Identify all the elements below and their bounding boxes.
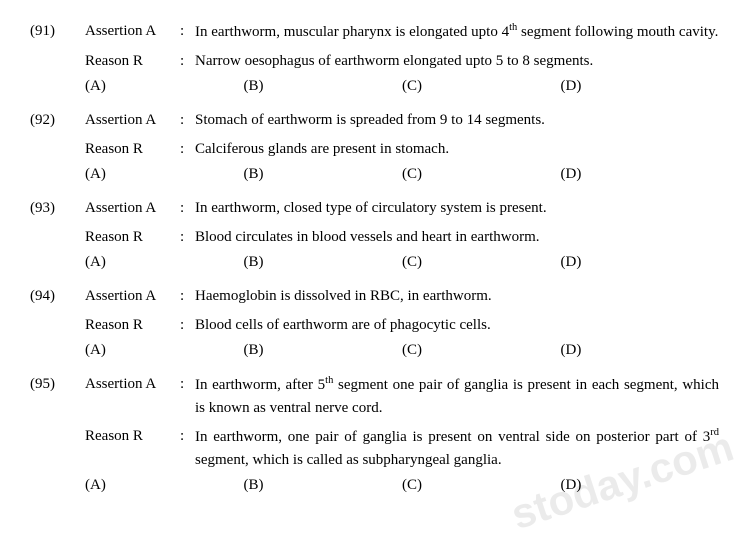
option[interactable]: (A): [85, 342, 244, 359]
question-number: (93): [30, 197, 85, 220]
reason-row: Reason R:Blood circulates in blood vesse…: [30, 226, 719, 249]
option[interactable]: (A): [85, 254, 244, 271]
option[interactable]: (D): [561, 254, 720, 271]
spacer: [30, 314, 85, 337]
reason-text: Calciferous glands are present in stomac…: [195, 138, 719, 161]
assertion-text: Stomach of earthworm is spreaded from 9 …: [195, 109, 719, 132]
option[interactable]: (B): [244, 342, 403, 359]
option[interactable]: (B): [244, 166, 403, 183]
reason-text: Narrow oesophagus of earthworm elongated…: [195, 50, 719, 73]
option[interactable]: (D): [561, 342, 720, 359]
reason-row: Reason R:In earthworm, one pair of gangl…: [30, 425, 719, 471]
spacer: [30, 226, 85, 249]
assertion-label: Assertion A: [85, 197, 180, 220]
assertion-row: (91)Assertion A:In earthworm, muscular p…: [30, 20, 719, 44]
option[interactable]: (C): [402, 477, 561, 494]
option[interactable]: (C): [402, 342, 561, 359]
reason-row: Reason R:Narrow oesophagus of earthworm …: [30, 50, 719, 73]
option[interactable]: (B): [244, 477, 403, 494]
option[interactable]: (A): [85, 78, 244, 95]
assertion-label: Assertion A: [85, 109, 180, 132]
options-row: (A)(B)(C)(D): [85, 477, 719, 494]
question-block: (95)Assertion A:In earthworm, after 5th …: [30, 373, 719, 494]
reason-label: Reason R: [85, 425, 180, 471]
option[interactable]: (D): [561, 477, 720, 494]
assertion-text: In earthworm, closed type of circulatory…: [195, 197, 719, 220]
reason-text: Blood cells of earthworm are of phagocyt…: [195, 314, 719, 337]
assertion-label: Assertion A: [85, 20, 180, 44]
question-number: (91): [30, 20, 85, 44]
question-block: (91)Assertion A:In earthworm, muscular p…: [30, 20, 719, 95]
reason-text: In earthworm, one pair of ganglia is pre…: [195, 425, 719, 471]
question-number: (92): [30, 109, 85, 132]
option[interactable]: (C): [402, 254, 561, 271]
colon: :: [180, 20, 195, 44]
colon: :: [180, 197, 195, 220]
option[interactable]: (C): [402, 166, 561, 183]
options-row: (A)(B)(C)(D): [85, 78, 719, 95]
assertion-row: (92)Assertion A:Stomach of earthworm is …: [30, 109, 719, 132]
reason-label: Reason R: [85, 138, 180, 161]
options-row: (A)(B)(C)(D): [85, 166, 719, 183]
option[interactable]: (A): [85, 166, 244, 183]
assertion-text: In earthworm, after 5th segment one pair…: [195, 373, 719, 419]
spacer: [30, 425, 85, 471]
questions-container: (91)Assertion A:In earthworm, muscular p…: [30, 20, 719, 494]
assertion-text: In earthworm, muscular pharynx is elonga…: [195, 20, 719, 44]
colon: :: [180, 109, 195, 132]
question-number: (94): [30, 285, 85, 308]
reason-row: Reason R:Calciferous glands are present …: [30, 138, 719, 161]
reason-label: Reason R: [85, 50, 180, 73]
option[interactable]: (A): [85, 477, 244, 494]
spacer: [30, 50, 85, 73]
reason-text: Blood circulates in blood vessels and he…: [195, 226, 719, 249]
colon: :: [180, 314, 195, 337]
question-block: (94)Assertion A:Haemoglobin is dissolved…: [30, 285, 719, 359]
colon: :: [180, 425, 195, 471]
options-row: (A)(B)(C)(D): [85, 254, 719, 271]
assertion-label: Assertion A: [85, 373, 180, 419]
option[interactable]: (B): [244, 254, 403, 271]
option[interactable]: (C): [402, 78, 561, 95]
colon: :: [180, 226, 195, 249]
question-number: (95): [30, 373, 85, 419]
reason-label: Reason R: [85, 314, 180, 337]
option[interactable]: (D): [561, 78, 720, 95]
colon: :: [180, 285, 195, 308]
question-block: (93)Assertion A:In earthworm, closed typ…: [30, 197, 719, 271]
assertion-label: Assertion A: [85, 285, 180, 308]
option[interactable]: (B): [244, 78, 403, 95]
assertion-row: (95)Assertion A:In earthworm, after 5th …: [30, 373, 719, 419]
colon: :: [180, 50, 195, 73]
option[interactable]: (D): [561, 166, 720, 183]
reason-row: Reason R:Blood cells of earthworm are of…: [30, 314, 719, 337]
colon: :: [180, 373, 195, 419]
spacer: [30, 138, 85, 161]
assertion-text: Haemoglobin is dissolved in RBC, in eart…: [195, 285, 719, 308]
reason-label: Reason R: [85, 226, 180, 249]
question-block: (92)Assertion A:Stomach of earthworm is …: [30, 109, 719, 183]
assertion-row: (93)Assertion A:In earthworm, closed typ…: [30, 197, 719, 220]
colon: :: [180, 138, 195, 161]
assertion-row: (94)Assertion A:Haemoglobin is dissolved…: [30, 285, 719, 308]
options-row: (A)(B)(C)(D): [85, 342, 719, 359]
